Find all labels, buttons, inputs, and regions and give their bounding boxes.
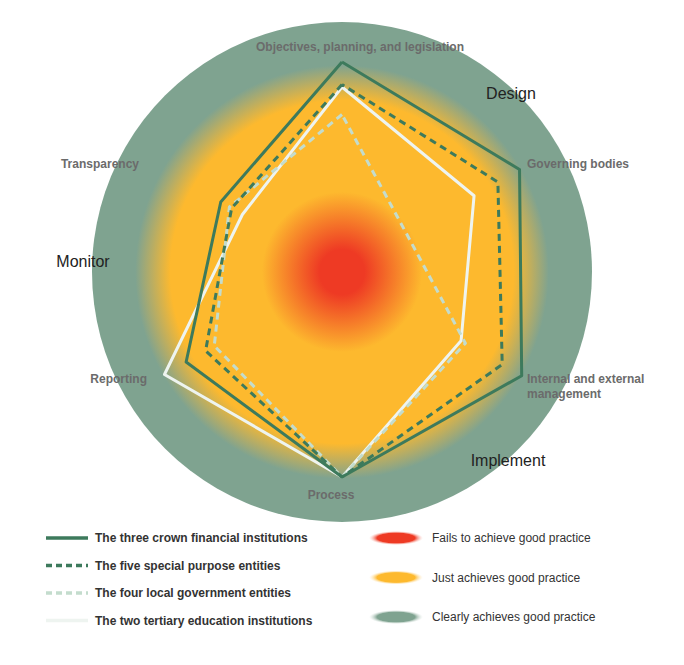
svg-text:Just achieves good practice: Just achieves good practice (432, 571, 580, 585)
svg-text:The two tertiary education ins: The two tertiary education institutions (95, 614, 313, 628)
svg-text:Monitor: Monitor (56, 253, 110, 270)
svg-text:Objectives, planning, and legi: Objectives, planning, and legislation (256, 40, 464, 54)
svg-text:Implement: Implement (471, 452, 546, 469)
svg-text:Governing bodies: Governing bodies (527, 157, 629, 171)
svg-text:Transparency: Transparency (61, 157, 139, 171)
svg-text:management: management (527, 387, 601, 401)
svg-text:The three crown financial inst: The three crown financial institutions (95, 531, 308, 545)
svg-text:The four local government enti: The four local government entities (95, 586, 291, 600)
svg-text:Internal and external: Internal and external (527, 372, 648, 386)
svg-text:Clearly achieves good practice: Clearly achieves good practice (432, 610, 596, 624)
svg-text:Reporting: Reporting (90, 372, 147, 386)
svg-text:Design: Design (486, 85, 536, 102)
svg-text:Fails to achieve good practice: Fails to achieve good practice (432, 531, 591, 545)
svg-text:Process: Process (308, 488, 355, 502)
svg-text:The five special purpose entit: The five special purpose entities (95, 559, 281, 573)
